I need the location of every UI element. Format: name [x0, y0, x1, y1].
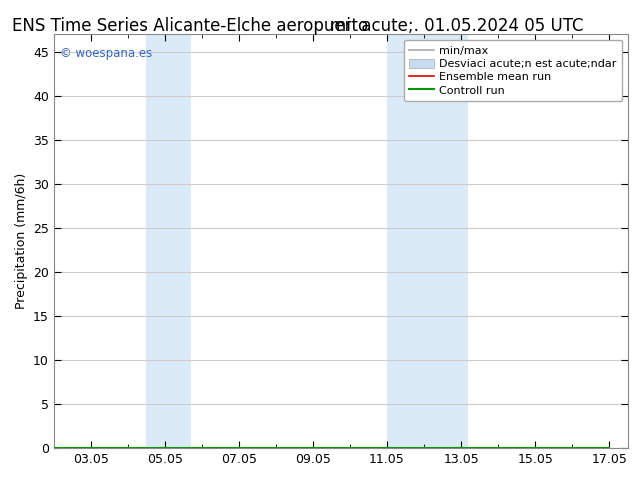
Text: ENS Time Series Alicante-Elche aeropuerto: ENS Time Series Alicante-Elche aeropuert…	[12, 17, 368, 35]
Bar	[387, 34, 469, 448]
Text: mi  acute;. 01.05.2024 05 UTC: mi acute;. 01.05.2024 05 UTC	[330, 17, 583, 35]
Bar	[146, 34, 191, 448]
Legend: min/max, Desviaci acute;n est acute;ndar, Ensemble mean run, Controll run: min/max, Desviaci acute;n est acute;ndar…	[404, 40, 622, 101]
Text: © woespana.es: © woespana.es	[60, 47, 152, 60]
Y-axis label: Precipitation (mm/6h): Precipitation (mm/6h)	[15, 173, 28, 310]
